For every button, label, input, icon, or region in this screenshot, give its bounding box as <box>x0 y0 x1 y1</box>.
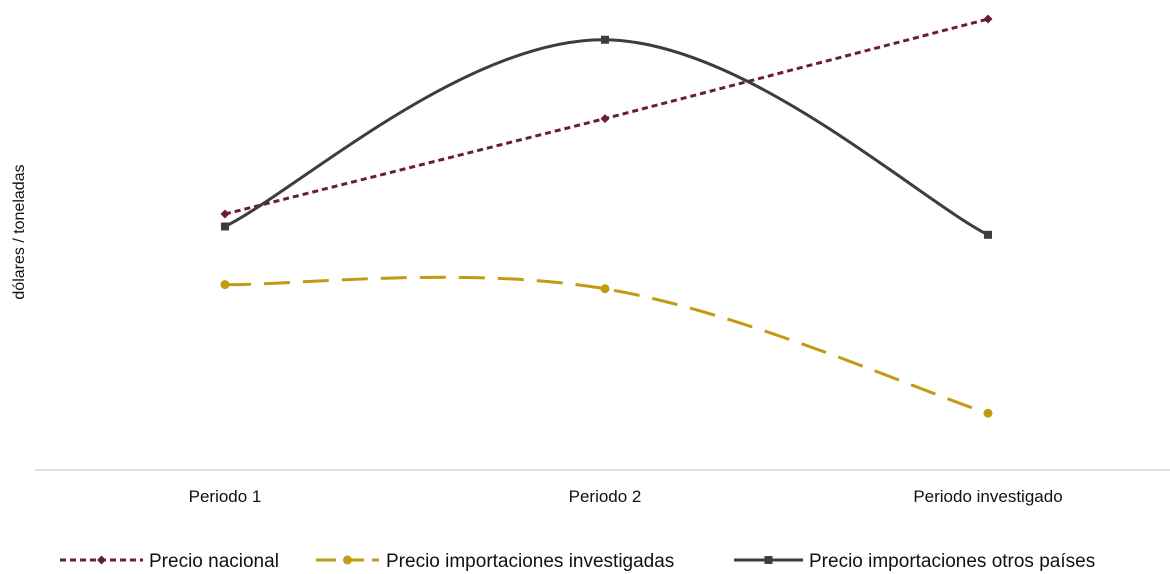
legend-label: Precio nacional <box>149 551 279 572</box>
series-line-precio-importaciones-investigadas <box>224 275 989 415</box>
data-point-precio-nacional-1 <box>220 209 230 219</box>
x-tick-label: Periodo 1 <box>189 487 262 506</box>
legend-label: Precio importaciones otros países <box>809 551 1095 572</box>
data-point-precio-nacional-3 <box>983 14 993 24</box>
legend-label: Precio importaciones investigadas <box>386 551 674 572</box>
legend: Precio nacional Precio importaciones inve… <box>60 551 1095 572</box>
series-layer <box>220 14 993 418</box>
legend-item-precio-nacional: Precio nacional <box>60 551 279 572</box>
x-tick-label: Periodo 2 <box>569 487 642 506</box>
legend-swatch-marker <box>764 556 773 564</box>
legend-item-precio-importaciones-investigadas: Precio importaciones investigadas <box>316 551 674 572</box>
data-point-precio-importaciones-investigadas-3 <box>983 408 993 418</box>
data-point-precio-nacional-2 <box>600 114 610 124</box>
x-tick-label: Periodo investigado <box>913 487 1062 506</box>
y-axis-title: dólares / toneladas <box>11 164 28 299</box>
data-point-precio-importaciones-investigadas-1 <box>220 280 230 290</box>
data-point-precio-importaciones-otros-paises-2 <box>601 35 609 44</box>
data-point-precio-importaciones-otros-paises-1 <box>221 222 229 231</box>
series-precio-importaciones-otros-paises <box>221 35 992 239</box>
x-axis-ticks: Periodo 1 Periodo 2 Periodo investigado <box>189 487 1063 506</box>
legend-swatch-marker <box>97 555 106 565</box>
data-point-precio-importaciones-otros-paises-3 <box>984 230 992 239</box>
legend-item-precio-importaciones-otros-paises: Precio importaciones otros países <box>734 551 1095 572</box>
legend-swatch-marker <box>343 555 352 565</box>
data-point-precio-importaciones-investigadas-2 <box>600 284 610 294</box>
series-line-precio-importaciones-otros-paises <box>224 38 989 237</box>
series-precio-importaciones-investigadas <box>220 275 993 418</box>
series-precio-nacional <box>220 14 993 219</box>
